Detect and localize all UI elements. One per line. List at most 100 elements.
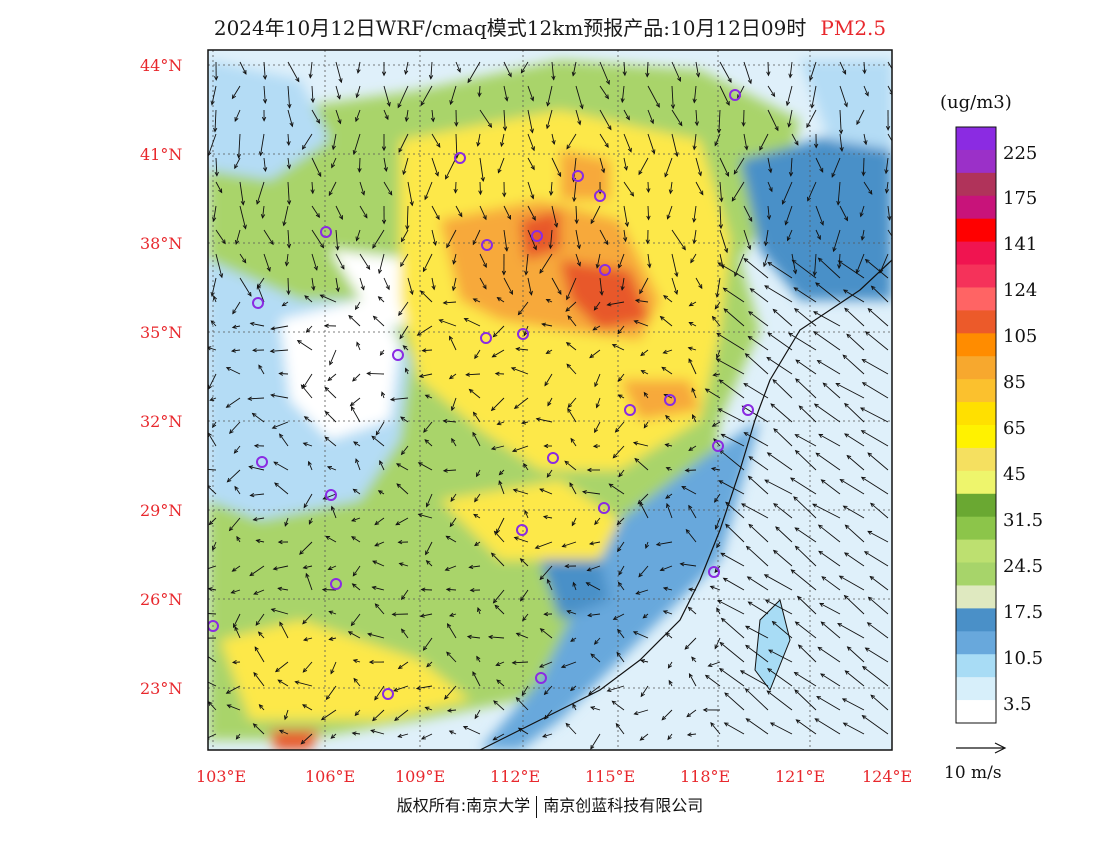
wind-arrow-head <box>557 290 562 296</box>
wind-arrow-head <box>565 307 571 312</box>
wind-arrow-head <box>784 220 789 226</box>
wind-arrow-head <box>367 632 373 637</box>
wind-arrow-head <box>769 722 775 727</box>
wind-arrow-head <box>270 393 276 398</box>
wind-arrow-head <box>393 687 399 692</box>
wind-arrow <box>416 685 433 690</box>
wind-arrow-head <box>449 100 454 106</box>
wind-arrow-head <box>323 323 329 328</box>
wind-arrow <box>863 61 866 74</box>
wind-arrow-head <box>692 98 697 104</box>
wind-arrow <box>845 670 865 687</box>
wind-arrow-head <box>574 219 579 225</box>
wind-arrow-head <box>374 603 380 609</box>
wind-arrow-head <box>490 552 496 558</box>
wind-arrow-head <box>374 542 380 547</box>
wind-arrow-head <box>542 733 547 738</box>
wind-arrow <box>688 445 697 451</box>
wind-arrow <box>795 434 817 447</box>
wind-arrow <box>539 565 553 580</box>
wind-arrow-head <box>374 695 379 701</box>
wind-arrow <box>843 722 865 735</box>
wind-arrow-head <box>843 552 849 557</box>
wind-arrow-head <box>889 92 892 95</box>
wind-arrow-head <box>806 123 811 129</box>
wind-arrow-head <box>469 588 475 593</box>
wind-arrow-head <box>286 141 291 147</box>
wind-arrow <box>372 229 385 249</box>
wind-arrow-head <box>354 305 360 311</box>
wind-arrow <box>590 205 601 224</box>
wind-arrow-head <box>493 700 498 705</box>
wind-arrow-head <box>710 466 716 472</box>
wind-arrow-head <box>445 535 451 540</box>
wind-arrow-head <box>352 488 358 494</box>
wind-arrow-head <box>747 475 753 481</box>
wind-arrow <box>326 685 337 700</box>
wind-arrow <box>503 109 506 131</box>
wind-arrow <box>839 85 848 107</box>
wind-arrow-head <box>844 433 849 438</box>
wind-arrow-head <box>262 99 268 104</box>
wind-arrow-head <box>599 290 604 296</box>
wind-arrow-head <box>301 144 307 150</box>
wind-arrow-head <box>724 692 729 697</box>
wind-arrow-head <box>262 75 268 81</box>
wind-arrow <box>547 579 553 591</box>
wind-arrow <box>401 589 409 600</box>
wind-arrow <box>263 61 266 80</box>
wind-arrow <box>308 517 313 525</box>
wind-arrow <box>794 672 817 687</box>
wind-arrow-head <box>321 587 327 592</box>
wind-arrow-head <box>281 302 287 307</box>
wind-arrow <box>572 61 577 76</box>
wind-arrow <box>695 109 698 126</box>
wind-arrow-head <box>520 68 526 74</box>
wind-arrow-head <box>252 348 257 353</box>
wind-arrow <box>713 373 721 376</box>
wind-arrow-head <box>436 142 441 148</box>
wind-arrow-head <box>590 744 595 750</box>
wind-arrow <box>270 349 289 352</box>
wind-arrow <box>514 537 529 543</box>
wind-arrow <box>833 229 841 252</box>
wind-arrow-head <box>496 679 502 684</box>
wind-arrow-head <box>336 94 341 100</box>
wind-arrow-head <box>504 246 509 252</box>
wind-arrow <box>748 476 769 495</box>
wind-arrow <box>623 133 632 152</box>
wind-arrow-head <box>686 712 692 718</box>
lat-lon-grid <box>208 50 892 750</box>
wind-arrow <box>660 316 673 327</box>
wind-arrow <box>772 379 793 399</box>
wind-arrow-head <box>524 509 529 515</box>
wind-arrow-head <box>360 285 365 291</box>
wind-arrow-head <box>271 424 277 429</box>
city-markers <box>208 89 754 700</box>
wind-arrow <box>570 685 577 691</box>
wind-arrow-head <box>444 566 450 571</box>
wind-arrow <box>767 452 793 471</box>
wind-arrow <box>793 496 817 519</box>
wind-arrow-head <box>258 151 264 157</box>
wind-arrow <box>731 181 745 202</box>
wind-arrow <box>308 461 313 471</box>
wind-arrow-head <box>377 490 383 495</box>
wind-arrow-head <box>861 382 867 387</box>
wind-arrow <box>211 85 217 105</box>
wind-arrow <box>215 181 223 193</box>
wind-arrow <box>863 181 873 195</box>
wind-arrow <box>423 421 433 433</box>
wind-arrow-head <box>424 439 430 444</box>
wind-arrow-head <box>687 606 693 612</box>
wind-arrow <box>359 253 370 270</box>
wind-arrow-head <box>311 285 316 292</box>
wind-arrow <box>817 646 841 663</box>
wind-arrow-head <box>209 397 215 402</box>
wind-arrow <box>767 61 769 76</box>
wind-arrow <box>208 373 217 390</box>
wind-arrow-head <box>796 595 802 601</box>
wind-arrow-head <box>524 270 529 276</box>
wind-arrow <box>446 535 457 543</box>
wind-arrow-head <box>253 443 259 448</box>
